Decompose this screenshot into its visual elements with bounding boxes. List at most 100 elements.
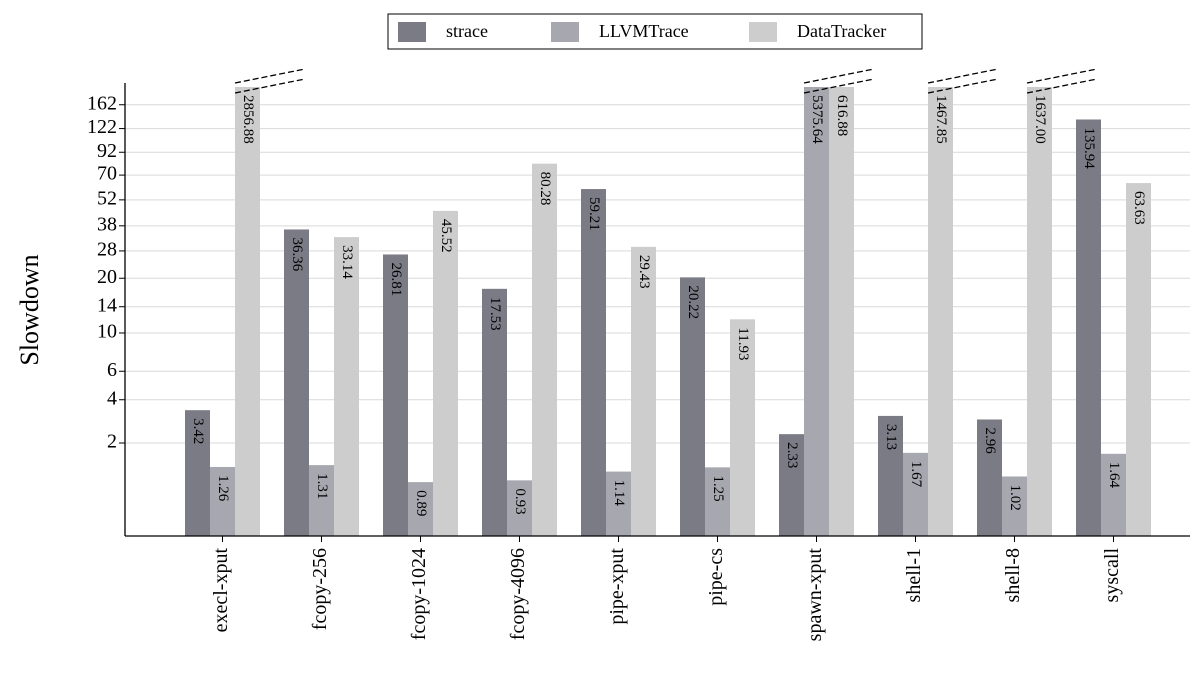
bar-value-label: 11.93 bbox=[735, 327, 751, 360]
bar-value-label: 17.53 bbox=[487, 297, 503, 331]
legend-label: strace bbox=[446, 21, 488, 41]
bar-value-label: 45.52 bbox=[438, 219, 454, 253]
bar bbox=[606, 471, 631, 536]
bar-value-label: 1467.85 bbox=[933, 95, 949, 144]
legend-swatch bbox=[398, 22, 426, 42]
axis-break bbox=[927, 68, 999, 84]
y-tick-label: 10 bbox=[97, 321, 117, 343]
bar-value-label: 3.13 bbox=[883, 424, 899, 450]
x-tick-label: spawn-xput bbox=[804, 548, 826, 642]
x-tick-label: execl-xput bbox=[210, 548, 232, 633]
x-tick-label: pipe-cs bbox=[705, 548, 727, 606]
bar-value-label: 1.26 bbox=[215, 475, 231, 502]
bar bbox=[284, 229, 309, 536]
legend-swatch bbox=[551, 22, 579, 42]
bar bbox=[779, 434, 804, 536]
y-tick-label: 52 bbox=[97, 187, 117, 209]
legend-label: LLVMTrace bbox=[599, 21, 689, 41]
bar-value-label: 26.81 bbox=[388, 262, 404, 296]
bar-value-label: 59.21 bbox=[586, 197, 602, 231]
axis-break bbox=[803, 78, 875, 94]
bar-value-label: 616.88 bbox=[834, 95, 850, 136]
bar bbox=[804, 87, 829, 536]
bar-value-label: 36.36 bbox=[289, 237, 305, 271]
x-tick-label: syscall bbox=[1101, 548, 1123, 603]
bar-value-label: 1.64 bbox=[1106, 462, 1122, 489]
bar bbox=[1027, 87, 1052, 536]
axis-break bbox=[234, 68, 306, 84]
bar bbox=[482, 288, 507, 536]
bar bbox=[631, 246, 656, 536]
y-tick-label: 2 bbox=[107, 431, 117, 453]
bar bbox=[210, 466, 235, 536]
y-tick-label: 70 bbox=[97, 163, 117, 185]
bar-value-label: 63.63 bbox=[1131, 191, 1147, 225]
bar-value-label: 0.89 bbox=[413, 490, 429, 516]
bar bbox=[1126, 183, 1151, 536]
bar-value-label: 80.28 bbox=[537, 172, 553, 206]
bar bbox=[680, 277, 705, 536]
bar bbox=[235, 87, 260, 536]
axis-break bbox=[803, 68, 875, 84]
bar bbox=[1002, 476, 1027, 536]
y-tick-label: 4 bbox=[107, 387, 117, 409]
bar bbox=[829, 87, 854, 536]
axis-break bbox=[234, 78, 306, 94]
bar-value-label: 0.93 bbox=[512, 488, 528, 514]
bar bbox=[977, 419, 1002, 536]
bar-value-label: 20.22 bbox=[685, 285, 701, 319]
y-tick-label: 6 bbox=[107, 359, 117, 381]
axis-break bbox=[927, 78, 999, 94]
y-tick-label: 162 bbox=[87, 92, 117, 114]
y-tick-label: 28 bbox=[97, 239, 117, 261]
x-tick-label: shell-8 bbox=[1002, 548, 1024, 602]
bar bbox=[334, 237, 359, 536]
bar-value-label: 1637.00 bbox=[1032, 95, 1048, 144]
bar bbox=[185, 410, 210, 536]
y-tick-label: 20 bbox=[97, 266, 117, 288]
bar bbox=[433, 210, 458, 536]
bar bbox=[309, 465, 334, 536]
legend-box bbox=[387, 13, 923, 50]
bar bbox=[878, 415, 903, 536]
bar-value-label: 29.43 bbox=[636, 255, 652, 289]
bar-value-label: 3.42 bbox=[190, 418, 206, 444]
y-tick-label: 122 bbox=[87, 116, 117, 138]
bar-value-label: 1.31 bbox=[314, 473, 330, 499]
x-tick-label: fcopy-256 bbox=[309, 548, 331, 630]
x-tick-label: pipe-xput bbox=[606, 548, 628, 625]
bar-value-label: 135.94 bbox=[1081, 127, 1097, 169]
bar bbox=[532, 163, 557, 536]
bar-value-label: 1.14 bbox=[611, 480, 627, 507]
bar bbox=[581, 189, 606, 536]
bar-value-label: 2.33 bbox=[784, 442, 800, 468]
legend-label: DataTracker bbox=[797, 21, 886, 41]
legend-swatch bbox=[749, 22, 777, 42]
axis-break bbox=[1026, 68, 1098, 84]
bar bbox=[383, 254, 408, 536]
y-axis-label: Slowdown bbox=[15, 254, 44, 365]
bar-value-label: 33.14 bbox=[339, 245, 355, 279]
x-tick-label: fcopy-1024 bbox=[408, 548, 430, 640]
bar-value-label: 2856.88 bbox=[240, 95, 256, 144]
bar-value-label: 5375.64 bbox=[809, 95, 825, 144]
axis-break bbox=[1026, 78, 1098, 94]
y-tick-label: 92 bbox=[97, 140, 117, 162]
bar-value-label: 1.67 bbox=[908, 461, 924, 488]
bar-value-label: 1.02 bbox=[1007, 484, 1023, 510]
bar bbox=[730, 319, 755, 536]
bar bbox=[1076, 119, 1101, 536]
bar bbox=[705, 467, 730, 536]
y-tick-label: 38 bbox=[97, 213, 117, 235]
x-tick-label: shell-1 bbox=[903, 548, 925, 602]
y-tick-label: 14 bbox=[97, 294, 117, 316]
bar bbox=[903, 452, 928, 536]
bar-value-label: 2.96 bbox=[982, 427, 998, 454]
x-tick-label: fcopy-4096 bbox=[507, 548, 529, 640]
bar bbox=[408, 482, 433, 536]
bar-value-label: 1.25 bbox=[710, 475, 726, 501]
bar bbox=[928, 87, 953, 536]
bar bbox=[1101, 453, 1126, 536]
bar bbox=[507, 480, 532, 536]
